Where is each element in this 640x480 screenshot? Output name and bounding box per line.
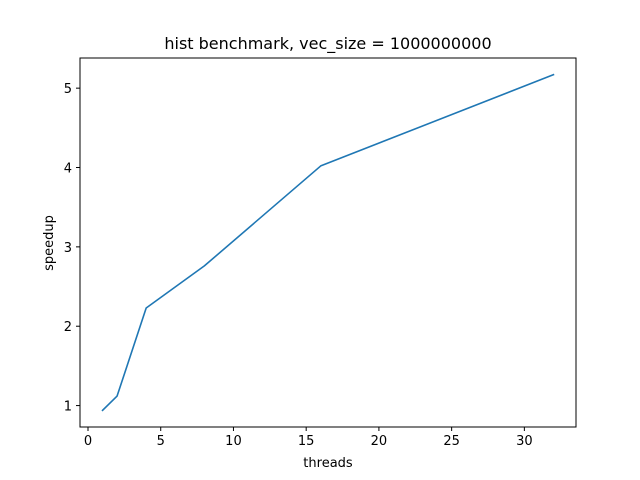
x-tick-label: 10 (225, 434, 242, 449)
y-tick-label: 4 (64, 162, 72, 177)
series-line (101, 73, 555, 412)
chart-title: hist benchmark, vec_size = 1000000000 (164, 34, 491, 54)
x-tick-label: 5 (157, 434, 165, 449)
y-tick-label: 5 (64, 82, 72, 97)
x-axis: 0 5 10 15 20 25 30 (84, 427, 533, 449)
y-tick-label: 1 (64, 400, 72, 415)
x-tick-label: 30 (516, 434, 533, 449)
y-tick-label: 3 (64, 241, 72, 256)
x-tick-label: 15 (298, 434, 315, 449)
y-axis: 1 2 3 4 5 (64, 82, 80, 415)
plot-frame (79, 57, 577, 428)
x-tick-label: 0 (84, 434, 92, 449)
y-axis-label: speedup (42, 215, 57, 271)
x-axis-label: threads (303, 456, 353, 471)
x-tick-label: 20 (371, 434, 388, 449)
x-tick-label: 25 (443, 434, 460, 449)
plot-area (101, 73, 555, 412)
y-tick-label: 2 (64, 320, 72, 335)
